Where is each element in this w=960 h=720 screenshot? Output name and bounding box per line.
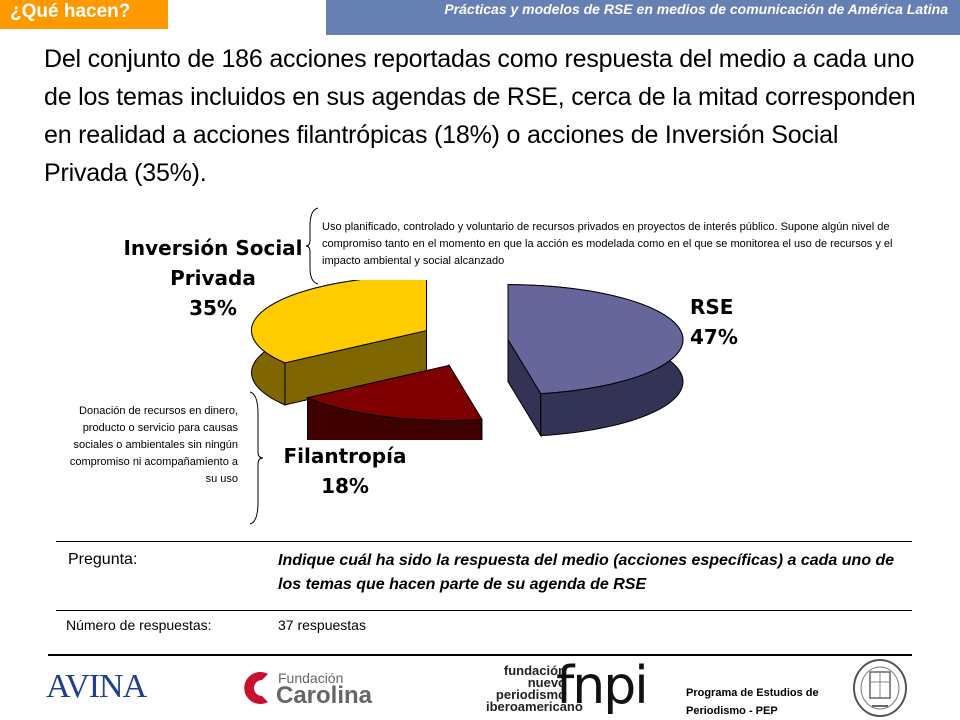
report-title: Prácticas y modelos de RSE en medios de … xyxy=(444,1,948,17)
question-label: Pregunta: xyxy=(68,551,138,568)
lead-paragraph: Del conjunto de 186 acciones reportadas … xyxy=(44,45,916,187)
pep-program-name: Programa de Estudios de Periodismo - PEP xyxy=(686,687,819,717)
label-fil-pct: 18% xyxy=(321,474,369,498)
section-title: ¿Qué hacen? xyxy=(10,1,131,22)
isp-definition: Uso planificado, controlado y voluntario… xyxy=(322,221,893,267)
label-isp-pct: 35% xyxy=(189,296,237,320)
avina-logo: AVINA xyxy=(46,668,147,705)
label-fil-name: Filantropía xyxy=(283,444,407,468)
carolina-logo-fundacion: Fundación xyxy=(278,670,344,686)
isp-bracket xyxy=(306,207,319,285)
label-fil: Filantropía 18% xyxy=(275,441,415,501)
question-text: Indique cuál ha sido la respuesta del me… xyxy=(278,552,895,593)
label-rse-name: RSE xyxy=(690,295,734,319)
university-seal-icon xyxy=(853,659,907,717)
filantropia-definition: Donación de recursos en dinero, producto… xyxy=(69,405,238,485)
fnpi-logo: fnpi xyxy=(556,656,649,716)
carolina-logo-name: Carolina xyxy=(276,682,373,709)
pie-slice-filantrop-a xyxy=(305,364,483,421)
responses-label: Número de respuestas: xyxy=(66,617,212,633)
pie-slice-rse xyxy=(507,284,684,395)
footer-divider xyxy=(48,654,912,656)
label-isp-line2: Privada xyxy=(170,266,256,290)
label-isp: Inversión Social Privada 35% xyxy=(108,233,318,323)
report-banner: Prácticas y modelos de RSE en medios de … xyxy=(326,0,960,35)
pie-chart xyxy=(251,280,684,440)
section-tab xyxy=(0,0,168,29)
pie-slice-inversi-n-social-privada xyxy=(251,280,428,364)
label-rse-pct: 47% xyxy=(690,325,738,349)
label-isp-line1: Inversión Social xyxy=(123,236,303,260)
filantropia-bracket xyxy=(249,391,264,525)
responses-value: 37 respuestas xyxy=(278,617,366,633)
carolina-logo-mark xyxy=(244,672,268,704)
label-rse: RSE 47% xyxy=(690,292,760,352)
fnpi-logo-fullname: fundación nuevo periodismo iberoamerican… xyxy=(486,663,583,714)
question-box: Pregunta: Indique cuál ha sido la respue… xyxy=(56,541,912,611)
